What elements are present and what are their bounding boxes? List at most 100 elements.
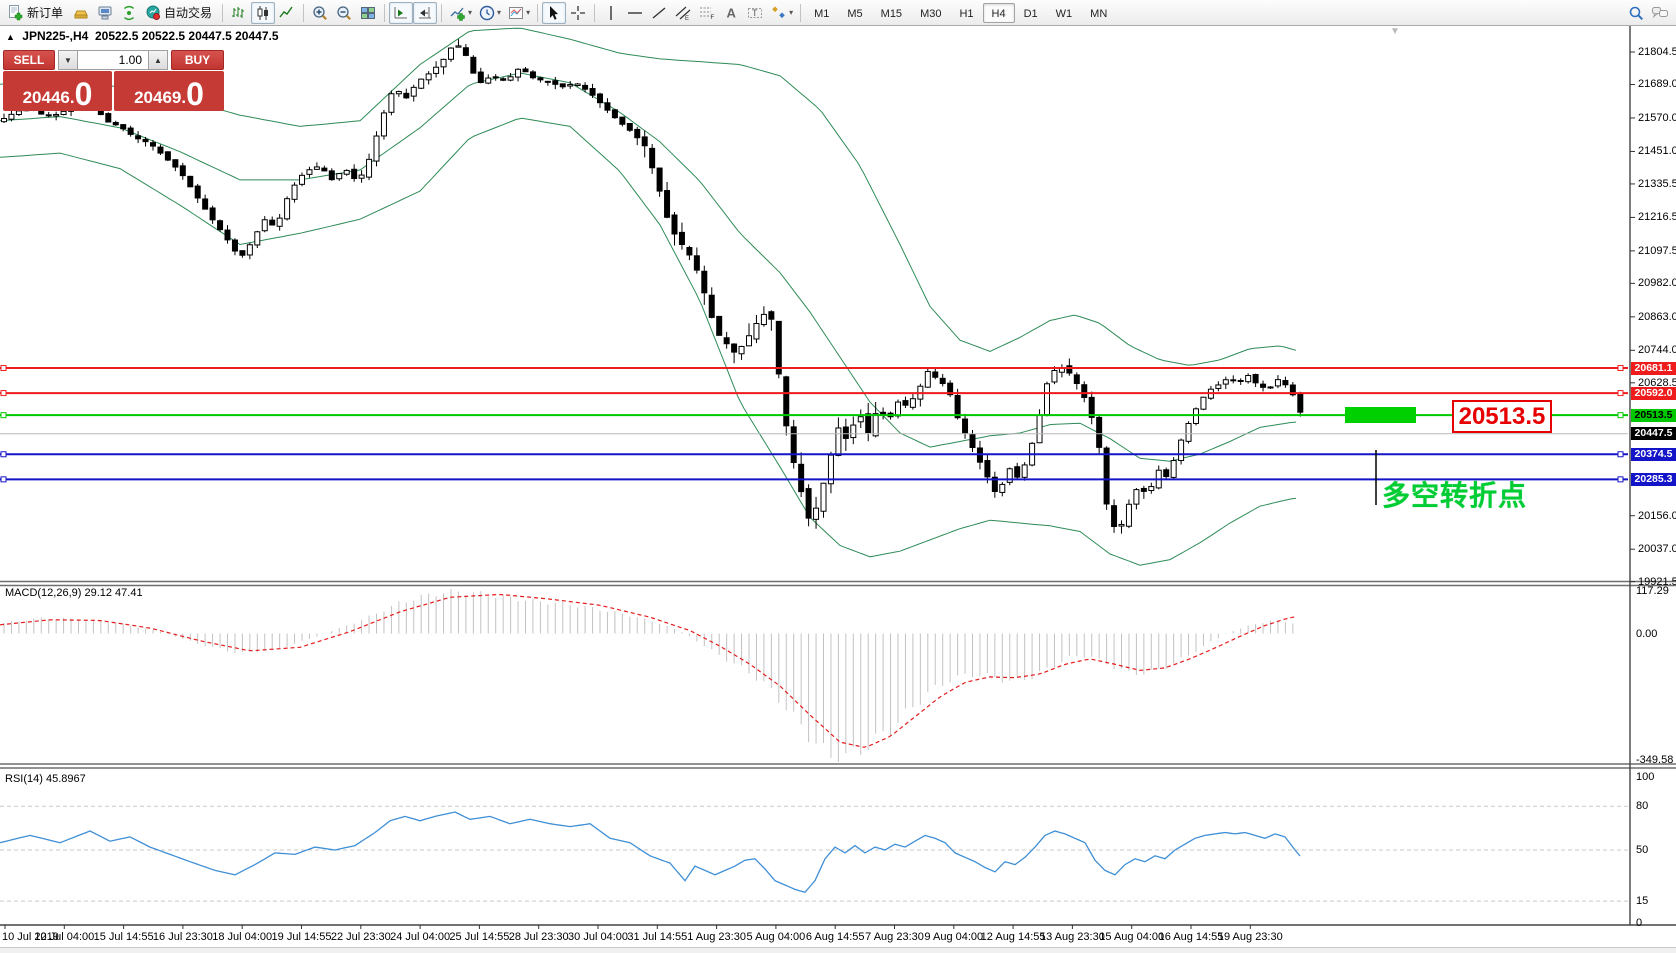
sell-button[interactable]: SELL (3, 50, 55, 70)
chart-shift-button[interactable] (413, 1, 438, 24)
timeframe-M1[interactable]: M1 (814, 7, 830, 20)
candle-body (1088, 396, 1095, 418)
chat-button[interactable] (1648, 2, 1672, 24)
volume-input[interactable] (78, 50, 148, 70)
candle-body (783, 376, 790, 427)
candle-body (306, 169, 313, 175)
timeframe-M30[interactable]: M30 (920, 7, 942, 20)
candle-body (1237, 379, 1244, 382)
equidistant-channel-button[interactable]: E (671, 2, 695, 24)
bar-chart-button[interactable] (227, 2, 251, 24)
candle-body (1, 118, 7, 123)
candle-body (701, 270, 708, 294)
candle-body (746, 335, 752, 347)
toolbar-right-group (1624, 2, 1672, 24)
crosshair-button[interactable] (566, 2, 590, 24)
buy-price[interactable]: 20469. 0 (114, 71, 224, 111)
candle-body (418, 78, 425, 89)
dropdown-arrow-icon[interactable]: ▾ (497, 8, 502, 17)
fibonacci-button[interactable]: F (695, 2, 719, 24)
tile-windows-button[interactable] (356, 2, 380, 24)
timeframe-M5[interactable]: M5 (847, 7, 863, 20)
dropdown-arrow-icon[interactable]: ▾ (789, 8, 794, 17)
candle-body (708, 294, 715, 318)
volume-increase-button[interactable]: ▲ (148, 50, 168, 70)
horizontal-line-button[interactable] (623, 2, 647, 24)
toolbar-separator (222, 3, 224, 22)
signals-button[interactable] (117, 2, 141, 24)
macd-axis-label: -349.58 (1636, 754, 1674, 767)
chart-scroll-hint-icon[interactable]: ▼ (1390, 26, 1400, 37)
timeframe-M15[interactable]: M15 (880, 7, 903, 20)
candle-body (760, 313, 767, 326)
toolbar-separator (303, 3, 305, 22)
channel-icon: E (675, 6, 691, 22)
market-watch-button[interactable] (69, 2, 93, 24)
level-line-anchor[interactable] (0, 412, 7, 419)
date-axis-label: 15 Jul 14:55 (93, 931, 154, 943)
arrows-button[interactable]: ▾ (767, 2, 796, 24)
cursor-button[interactable] (542, 1, 567, 24)
one-click-trading-panel: SELL ▼ ▲ BUY 20446.0 20469.0 (3, 50, 224, 111)
timeframe-MN[interactable]: MN (1090, 7, 1108, 20)
text-label-button[interactable]: T (743, 2, 767, 24)
level-line-anchor[interactable] (1617, 476, 1624, 483)
candle-body (693, 255, 700, 271)
candlestick-chart-button[interactable] (251, 1, 276, 24)
candle-body (865, 413, 872, 434)
indicators-icon (450, 7, 465, 21)
candle-body (1014, 466, 1021, 478)
auto-scroll-button[interactable] (389, 1, 414, 24)
volume-decrease-button[interactable]: ▼ (58, 50, 78, 70)
date-axis-label: 16 Aug 14:55 (1158, 931, 1224, 943)
line-chart-button[interactable] (275, 2, 299, 24)
price-chart-canvas[interactable] (0, 26, 1676, 947)
macd-signal-line (0, 593, 1297, 748)
level-line-anchor[interactable] (1617, 451, 1624, 458)
buy-button[interactable]: BUY (171, 50, 224, 70)
highlight-rectangle[interactable] (1345, 407, 1416, 423)
level-line-anchor[interactable] (1617, 412, 1624, 419)
level-line-anchor[interactable] (0, 365, 7, 372)
trendline-button[interactable] (647, 2, 671, 24)
candle-body (53, 113, 60, 117)
candle-body (380, 112, 387, 137)
candle-body (813, 507, 820, 520)
timeframe-H1[interactable]: H1 (959, 7, 974, 20)
new-order-button[interactable]: 新订单 (4, 2, 69, 24)
level-line-anchor[interactable] (0, 476, 7, 483)
templates-button[interactable]: ▾ (504, 2, 533, 24)
dropdown-arrow-icon[interactable]: ▾ (526, 8, 531, 17)
zoom-in-button[interactable] (308, 2, 332, 24)
periods-button[interactable]: ▾ (475, 2, 504, 24)
zoom-out-button[interactable] (332, 2, 356, 24)
search-button[interactable] (1624, 2, 1648, 24)
autotrading-button[interactable]: 自动交易 (141, 2, 218, 24)
macd-axis-label: 117.29 (1636, 585, 1669, 598)
timeframe-W1[interactable]: W1 (1055, 7, 1073, 20)
collapse-trade-panel-icon[interactable]: ▲ (6, 32, 15, 42)
candle-body (410, 86, 417, 97)
text-button[interactable]: A (719, 2, 743, 24)
chart-window[interactable]: ▲ JPN225-,H4 20522.5 20522.5 20447.5 204… (0, 26, 1676, 947)
bull-bear-turning-point-annotation[interactable]: 多空转折点 (1382, 480, 1528, 511)
vertical-line-button[interactable] (599, 2, 623, 24)
timeframe-H4[interactable]: H4 (982, 2, 1015, 23)
level-line-anchor[interactable] (0, 451, 7, 458)
sell-price[interactable]: 20446. 0 (3, 71, 112, 111)
price-callout-box[interactable]: 20513.5 (1452, 400, 1552, 433)
chart-header: ▲ JPN225-,H4 20522.5 20522.5 20447.5 204… (6, 29, 279, 43)
level-line-anchor[interactable] (1617, 390, 1624, 397)
data-window-button[interactable] (93, 2, 117, 24)
candle-body (671, 214, 678, 235)
timeframe-D1[interactable]: D1 (1023, 7, 1038, 20)
crosshair-icon (571, 5, 586, 20)
candle-body (1185, 422, 1192, 442)
level-line-anchor[interactable] (1617, 365, 1624, 372)
level-line-anchor[interactable] (0, 390, 7, 397)
date-axis-label: 6 Aug 14:55 (805, 931, 865, 943)
dropdown-arrow-icon[interactable]: ▾ (468, 8, 473, 17)
sell-price-dot: . (69, 88, 75, 107)
indicators-button[interactable]: ▾ (446, 2, 475, 24)
candle-body (239, 250, 246, 256)
